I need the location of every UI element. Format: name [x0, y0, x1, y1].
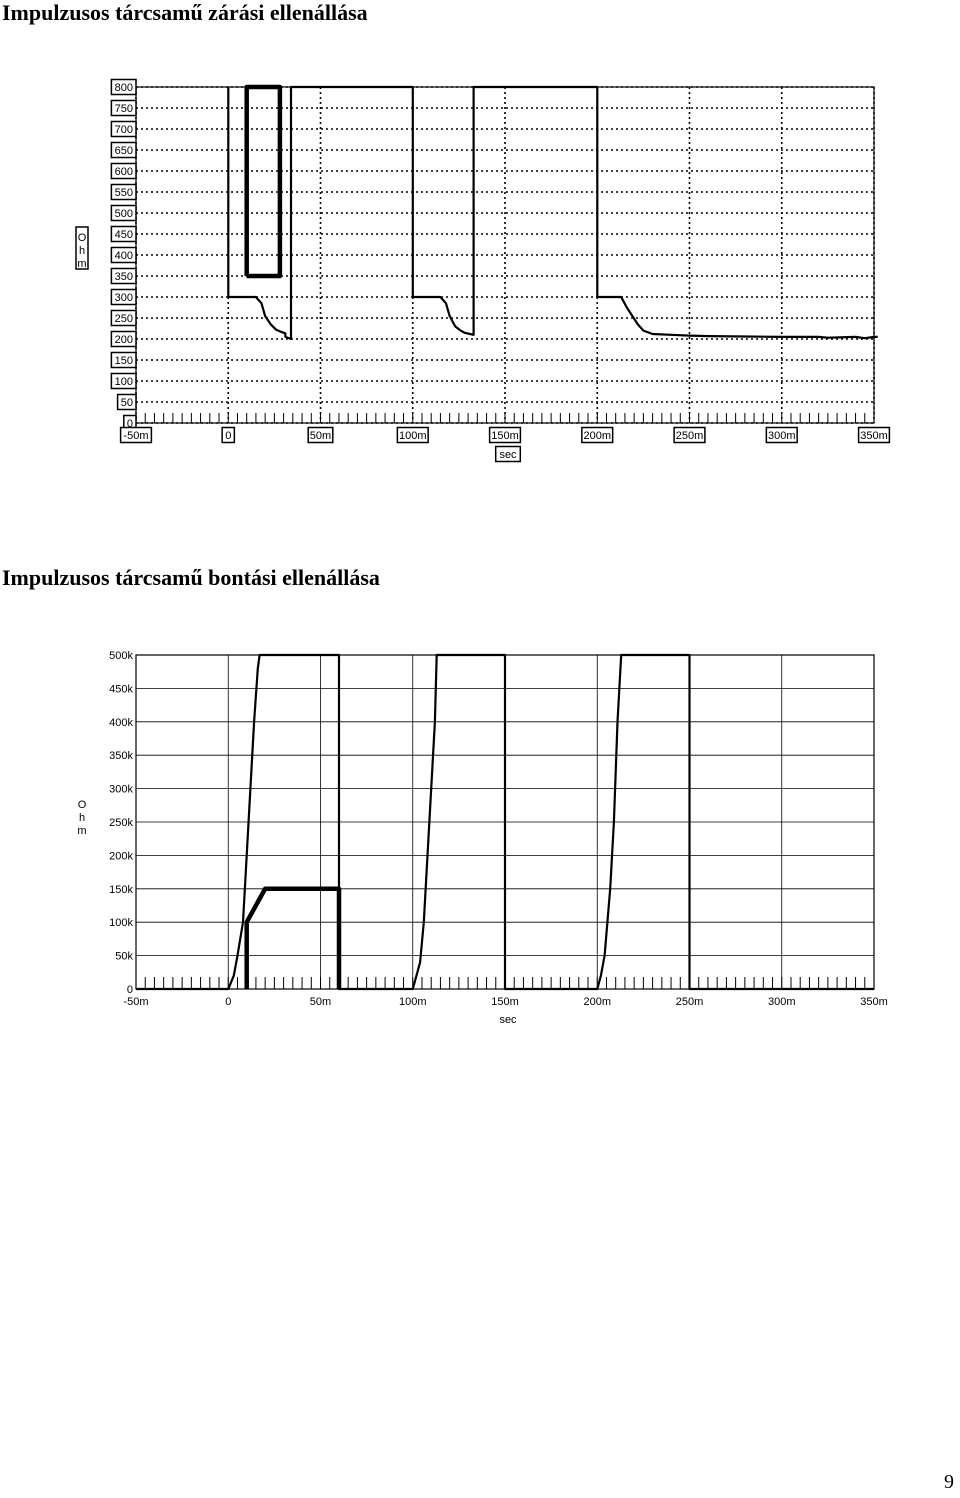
x-tick-label: 100m	[399, 430, 427, 442]
x-tick-label: -50m	[123, 430, 148, 442]
x-tick-label: 200m	[583, 430, 611, 442]
series-line	[244, 886, 342, 989]
y-tick-label: 750	[115, 103, 133, 115]
y-axis-label-char: m	[77, 258, 86, 270]
x-tick-label-box	[488, 426, 522, 444]
y-tick-label-box	[110, 330, 137, 348]
y-tick-label-box	[110, 141, 137, 159]
y-tick-label: 350k	[109, 750, 133, 762]
y-axis-label-box	[75, 226, 89, 270]
x-tick-label: 100m	[399, 996, 427, 1008]
y-tick-label: 500	[115, 208, 133, 220]
y-tick-label-box	[110, 351, 137, 369]
x-tick-label-box	[221, 426, 236, 444]
closing-resistance-chart: 0 50 100 150 200 250 300 350 400 450 500 550 600 650 7…	[75, 78, 891, 463]
x-tick-label: 0	[225, 996, 231, 1008]
series-line	[227, 85, 878, 341]
y-tick-label-box	[110, 78, 137, 96]
y-tick-label: 300	[115, 292, 133, 304]
y-tick-label: 100k	[109, 917, 133, 929]
y-axis-label-char: O	[78, 799, 87, 811]
y-tick-label-box	[110, 120, 137, 138]
chart-2-heading: Impulzusos tárcsamű bontási ellenállása	[2, 565, 380, 590]
x-tick-label: 300m	[768, 996, 796, 1008]
x-tick-label: 350m	[860, 430, 888, 442]
series-line	[136, 653, 874, 991]
y-tick-label-box	[110, 246, 137, 264]
y-tick-label: 150	[115, 355, 133, 367]
x-axis-label: sec	[499, 1014, 517, 1026]
page-number: 9	[944, 1471, 954, 1493]
y-tick-label: 300k	[109, 784, 133, 796]
x-tick-label: 50m	[310, 430, 331, 442]
opening-resistance-chart: 0 50k 100k 150k 200k 250k 300k 350k 400k 450k 500k…	[77, 650, 888, 1026]
y-axis-label-char: h	[79, 245, 85, 257]
y-tick-label: 350	[115, 271, 133, 283]
y-tick-label: 400k	[109, 717, 133, 729]
y-tick-label: 800	[115, 82, 133, 94]
y-tick-label-box	[110, 183, 137, 201]
y-tick-label: 50	[121, 397, 133, 409]
x-axis-label-box	[494, 445, 522, 463]
y-axis-label-char: m	[77, 825, 86, 837]
y-tick-label: 100	[115, 376, 133, 388]
y-axis-label-char: h	[79, 812, 85, 824]
x-tick-label: 250m	[676, 430, 704, 442]
y-tick-label-box	[110, 309, 137, 327]
x-tick-label-box	[857, 426, 891, 444]
y-tick-label-box	[110, 267, 137, 285]
x-tick-label: 300m	[768, 430, 796, 442]
y-tick-label: 700	[115, 124, 133, 136]
y-tick-label-box	[116, 393, 137, 411]
y-axis-label-char: O	[78, 232, 87, 244]
x-tick-label: 200m	[583, 996, 611, 1008]
series-line	[244, 84, 283, 279]
x-tick-label: 150m	[491, 430, 519, 442]
x-tick-label: 0	[225, 430, 231, 442]
y-tick-label-box	[110, 162, 137, 180]
y-tick-label: 50k	[115, 951, 133, 963]
x-tick-label: -50m	[123, 996, 148, 1008]
y-tick-label: 550	[115, 187, 133, 199]
x-tick-label-box	[581, 426, 614, 444]
chart-1-heading: Impulzusos tárcsamű zárási ellenállása	[2, 0, 368, 25]
x-axis-label: sec	[499, 449, 517, 461]
y-tick-label: 150k	[109, 884, 133, 896]
x-tick-label: 250m	[676, 996, 704, 1008]
x-tick-label: 50m	[310, 996, 331, 1008]
y-tick-label: 650	[115, 145, 133, 157]
x-tick-label-box	[119, 426, 153, 444]
x-tick-label-box	[307, 426, 334, 444]
y-tick-label: 200k	[109, 850, 133, 862]
y-tick-label: 0	[127, 984, 133, 996]
y-tick-label: 600	[115, 166, 133, 178]
y-tick-label-box	[110, 372, 137, 390]
x-tick-label: 150m	[491, 996, 519, 1008]
y-tick-label-box	[110, 99, 137, 117]
y-tick-label-box	[110, 288, 137, 306]
y-tick-label: 0	[127, 418, 133, 430]
y-tick-label: 250	[115, 313, 133, 325]
y-tick-label: 450k	[109, 683, 133, 695]
y-tick-label: 200	[115, 334, 133, 346]
y-tick-label: 500k	[109, 650, 133, 662]
x-tick-label-box	[673, 426, 706, 444]
x-tick-label: 350m	[860, 996, 888, 1008]
y-tick-label: 450	[115, 229, 133, 241]
y-tick-label-box	[110, 225, 137, 243]
y-tick-label: 250k	[109, 817, 133, 829]
y-tick-label: 400	[115, 250, 133, 262]
x-tick-label-box	[765, 426, 798, 444]
x-tick-label-box	[396, 426, 429, 444]
y-tick-label-box	[110, 204, 137, 222]
